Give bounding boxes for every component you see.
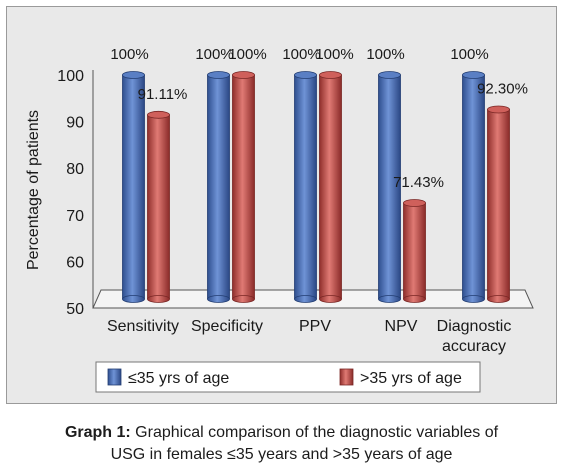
bar-top: [122, 71, 145, 79]
bar-top: [294, 71, 317, 79]
legend-label-gt35: >35 yrs of age: [360, 370, 462, 387]
bar-base: [147, 295, 170, 303]
bar-body: [207, 74, 230, 300]
bar-body: [232, 74, 255, 300]
x-tick-label: Specificity: [191, 318, 263, 335]
x-tick-label: Sensitivity: [107, 318, 179, 335]
y-tick-label: 50: [66, 301, 84, 318]
bar-top: [319, 71, 342, 79]
caption-line-1: Graph 1: Graphical comparison of the dia…: [0, 422, 563, 444]
bar-data-label: 100%: [315, 46, 353, 63]
bar-data-label: 100%: [450, 46, 488, 63]
bar-base: [122, 295, 145, 303]
bar-data-label: 91.11%: [138, 86, 188, 103]
bar-top: [462, 71, 485, 79]
bar-body: [294, 74, 317, 300]
y-tick-label: 60: [66, 254, 84, 271]
bar-body: [147, 114, 170, 300]
bar-base: [294, 295, 317, 303]
bar-top: [378, 71, 401, 79]
bar-base: [487, 295, 510, 303]
y-tick-label: 70: [66, 208, 84, 225]
bar-body: [403, 202, 426, 300]
bar-base: [378, 295, 401, 303]
bar-top: [207, 71, 230, 79]
x-axis-labels: Sensitivity Specificity PPV NPV Diagnostic ac…: [107, 318, 511, 355]
bar-base: [207, 295, 230, 303]
bar-top: [232, 71, 255, 79]
bar-top: [487, 105, 510, 114]
bar-base: [319, 295, 342, 303]
bar-data-label: 100%: [366, 46, 404, 63]
y-tick-label: 90: [66, 115, 84, 132]
caption-text-1: Graphical comparison of the diagnostic v…: [130, 424, 499, 441]
bar-body: [319, 74, 342, 300]
y-tick-label: 100: [57, 68, 84, 85]
bar-body: [122, 74, 145, 300]
y-tick-label: 80: [66, 161, 84, 178]
legend-box: [95, 361, 481, 393]
bar-data-label: 92.30%: [477, 80, 528, 97]
y-axis-title: Percentage of patients: [25, 110, 42, 270]
bar-base: [232, 295, 255, 303]
caption-label: Graph 1:: [64, 424, 131, 441]
legend-label-le35: ≤35 yrs of age: [128, 370, 229, 387]
bar-body: [462, 74, 485, 300]
bar-data-label: 71.43%: [393, 174, 444, 191]
figure-caption: Graph 1: Graphical comparison of the dia…: [0, 422, 563, 466]
bar-top: [147, 110, 170, 119]
x-tick-label: NPV: [385, 318, 418, 335]
bar-data-label: 100%: [228, 46, 266, 63]
bar-data-label: 100%: [282, 46, 320, 63]
bar-base: [462, 295, 485, 303]
bar-data-label: 100%: [110, 46, 148, 63]
legend-swatch-red: [339, 368, 354, 386]
bar-data-label: 100%: [195, 46, 233, 63]
caption-line-2: USG in females ≤35 years and >35 years o…: [110, 446, 453, 463]
legend-swatch-blue: [107, 368, 122, 386]
bar-top: [403, 199, 426, 207]
bars-group: 100%91.11%100%100% 100%100% 100%71.43%100%…: [110, 46, 528, 303]
bar-body: [487, 109, 510, 300]
x-tick-label: Diagnostic accuracy: [437, 318, 512, 355]
bar-chart: Percentage of patients 50 60 70 80 90 100 100…: [25, 46, 534, 393]
x-tick-label: PPV: [299, 318, 331, 335]
bar-base: [403, 295, 426, 303]
y-axis-ticks: 50 60 70 80 90 100: [57, 68, 84, 318]
